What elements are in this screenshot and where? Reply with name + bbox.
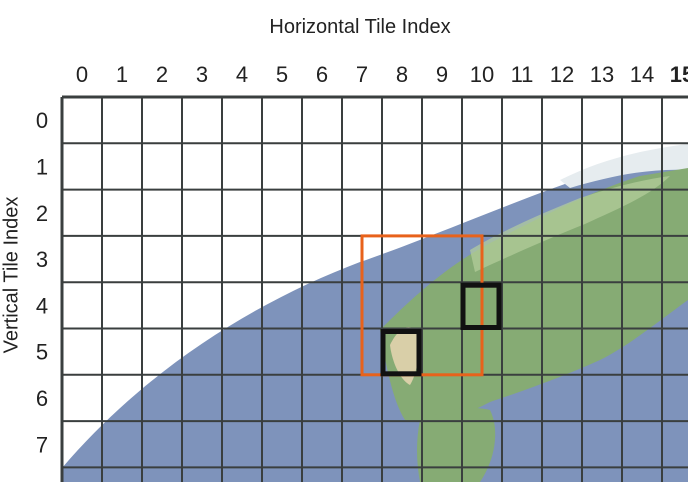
landmass-main [380, 168, 688, 422]
column-labels: 0123456789101112131415 [76, 62, 688, 87]
row-label: 6 [36, 386, 48, 411]
row-labels: 0 1 2 3 4 5 6 7 [36, 108, 48, 457]
row-label: 0 [36, 108, 48, 133]
southern-land [417, 408, 496, 482]
column-label: 13 [590, 62, 614, 87]
row-label: 2 [36, 201, 48, 226]
column-label: 10 [470, 62, 494, 87]
row-label: 7 [36, 432, 48, 457]
column-label: 9 [436, 62, 448, 87]
tile-highlights [360, 234, 502, 377]
row-label: 5 [36, 340, 48, 365]
row-label: 3 [36, 247, 48, 272]
highlight-tile [380, 329, 422, 377]
column-label: 6 [316, 62, 328, 87]
column-label: 12 [550, 62, 574, 87]
column-label: 0 [76, 62, 88, 87]
highlight-tile [460, 282, 502, 331]
column-label: 14 [630, 62, 654, 87]
column-label: 11 [511, 62, 534, 87]
column-label: 4 [236, 62, 248, 87]
column-label: 3 [196, 62, 208, 87]
horizontal-axis-title: Horizontal Tile Index [269, 16, 451, 38]
highlight-region [360, 234, 484, 377]
desert-area [390, 327, 418, 385]
landmass-highlights [470, 176, 670, 272]
column-label: 1 [116, 62, 128, 87]
ice-cap [560, 144, 688, 188]
column-label: 15 [670, 62, 688, 87]
column-label: 8 [396, 62, 408, 87]
column-label: 2 [156, 62, 168, 87]
earth-imagery [62, 144, 688, 482]
row-label: 1 [36, 154, 48, 179]
row-label: 4 [36, 293, 48, 318]
column-label: 5 [276, 62, 288, 87]
grid-lines [60, 95, 688, 482]
column-label: 7 [356, 62, 368, 87]
